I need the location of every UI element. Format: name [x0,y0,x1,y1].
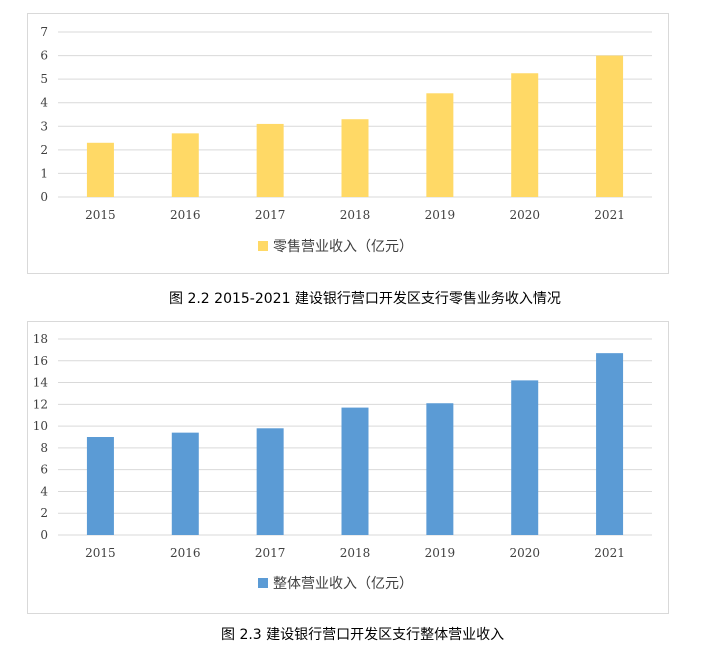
retail-bar-2018 [341,119,369,197]
x-tick-label: 2019 [425,208,456,222]
retail-bar-2017 [256,123,284,197]
y-tick-label: 2 [40,506,48,520]
total-chart-caption: 图 2.3 建设银行营口开发区支行整体营业收入 [221,627,505,643]
retail-revenue-chart-svg: 0 1 2 3 4 5 6 7 2015 2016 2017 2018 2019 2020 2021 零售营业… [40,25,652,255]
x-tick-label: 2021 [594,208,625,222]
y-tick-label: 12 [33,397,48,411]
x-tick-label: 2017 [255,546,286,560]
y-tick-label: 3 [40,119,48,133]
y-tick-label: 16 [33,354,48,368]
x-tick-label: 2018 [340,208,371,222]
y-tick-label: 1 [40,166,48,180]
y-tick-label: 4 [40,96,48,110]
y-tick-label: 4 [40,484,48,498]
total-bar-2021 [596,353,624,535]
x-tick-label: 2019 [425,546,456,560]
total-bar-2020 [511,380,539,535]
retail-bar-2016 [171,133,199,197]
total-revenue-chart: 0 2 4 6 8 10 12 14 16 18 2015 2016 2017 2018 2019 2020 2… [27,321,669,614]
y-tick-label: 10 [33,419,48,433]
total-revenue-chart-svg: 0 2 4 6 8 10 12 14 16 18 2015 2016 2017 2018 2019 2020 2… [33,332,652,592]
y-tick-label: 0 [40,190,48,204]
retail-legend-label: 零售营业收入（亿元） [273,239,413,255]
total-bar-2019 [426,403,454,535]
total-legend-swatch [258,578,268,588]
x-tick-label: 2016 [170,208,201,222]
y-tick-label: 8 [40,441,48,455]
retail-bar-2015 [86,142,114,197]
retail-bar-2020 [511,73,539,197]
y-tick-label: 18 [33,332,48,346]
total-bar-2017 [256,428,284,535]
y-tick-label: 6 [40,463,48,477]
total-bar-2015 [86,437,114,535]
x-tick-label: 2016 [170,546,201,560]
y-tick-label: 2 [40,143,48,157]
total-bar-2016 [171,432,199,535]
x-tick-label: 2020 [509,546,540,560]
retail-legend-swatch [258,241,268,251]
retail-bar-2019 [426,93,454,197]
x-tick-label: 2017 [255,208,286,222]
total-bar-2018 [341,407,369,535]
retail-bar-2021 [596,55,624,198]
y-tick-label: 14 [33,376,49,390]
y-tick-label: 5 [40,72,48,86]
x-tick-label: 2015 [85,208,116,222]
x-tick-label: 2021 [594,546,625,560]
x-tick-label: 2020 [509,208,540,222]
x-tick-label: 2018 [340,546,371,560]
y-tick-label: 7 [40,25,48,39]
y-tick-label: 0 [40,528,48,542]
total-legend-label: 整体营业收入（亿元） [273,576,413,592]
retail-revenue-chart: 0 1 2 3 4 5 6 7 2015 2016 2017 2018 2019 2020 2021 零售营业… [27,13,669,274]
y-tick-label: 6 [40,49,48,63]
retail-chart-caption: 图 2.2 2015-2021 建设银行营口开发区支行零售业务收入情况 [169,291,561,307]
x-tick-label: 2015 [85,546,116,560]
